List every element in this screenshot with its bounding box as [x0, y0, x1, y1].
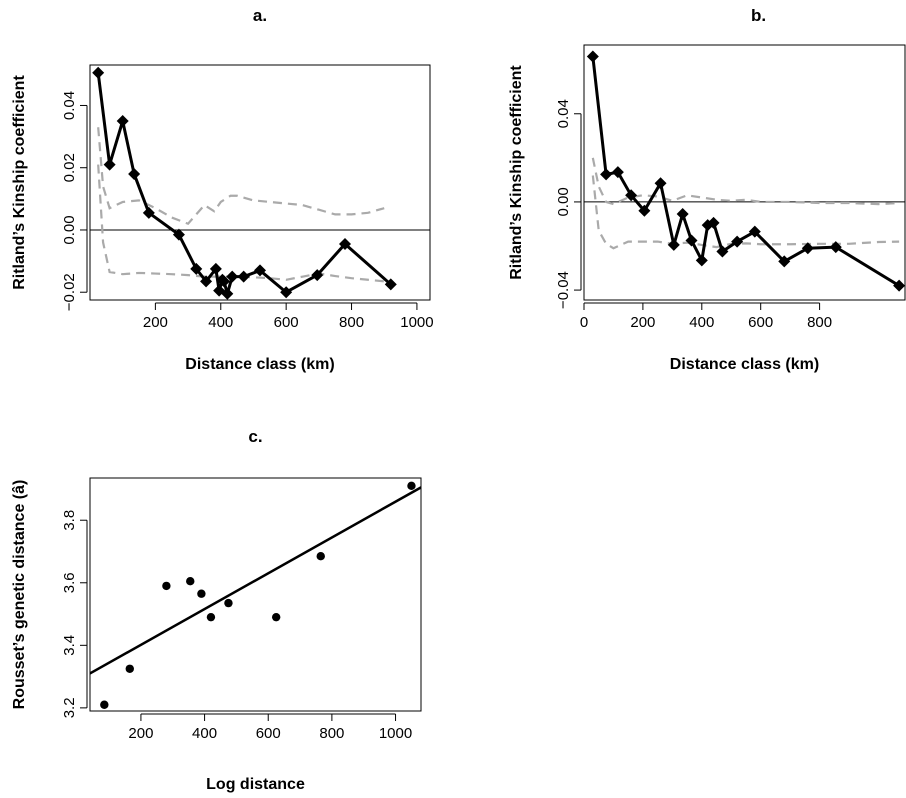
- x-tick-label: 1000: [379, 725, 412, 742]
- y-tick-label: −0.04: [555, 271, 572, 309]
- data-point-diamond: [280, 286, 293, 299]
- data-point-diamond: [586, 50, 599, 63]
- plot-frame: [89, 477, 422, 712]
- data-point: [186, 577, 195, 586]
- data-point: [197, 589, 206, 598]
- panel-title: a.: [253, 6, 267, 25]
- data-point-diamond: [190, 262, 203, 275]
- chart-panel-b: b. 0 200 400 600 800 −0.04 0.00 0.04 Distance cla…: [508, 6, 906, 373]
- data-point-diamond: [200, 275, 213, 288]
- y-tick-label: 3.4: [61, 635, 78, 656]
- x-tick-label: 200: [128, 725, 153, 742]
- y-tick-label: −0.02: [61, 273, 78, 311]
- panel-title: c.: [248, 427, 262, 446]
- data-point-diamond: [221, 287, 234, 300]
- x-tick-label: 400: [208, 314, 233, 331]
- data-point-diamond: [611, 166, 624, 179]
- data-point-diamond: [600, 168, 613, 181]
- data-point-diamond: [685, 234, 698, 247]
- data-point-diamond: [731, 235, 744, 248]
- x-tick-label: 400: [689, 314, 714, 331]
- data-point-diamond: [829, 241, 842, 254]
- x-tick-label: 200: [143, 314, 168, 331]
- y-axis-label: Rousset’s genetic distance (â): [11, 480, 28, 710]
- y-tick-label: 3.8: [61, 510, 78, 531]
- data-point-diamond: [311, 269, 324, 282]
- data-point: [271, 612, 281, 622]
- x-axis-label: Distance class (km): [185, 356, 334, 373]
- observed-kinship-line: [96, 72, 392, 296]
- x-tick-label: 400: [192, 725, 217, 742]
- x-tick-label: 0: [580, 314, 588, 331]
- data-point-diamond: [237, 270, 250, 283]
- plot-area: [90, 66, 430, 300]
- lower-envelope-line: [97, 164, 385, 283]
- x-axis-label: Log distance: [206, 776, 305, 793]
- x-tick-label: 800: [807, 314, 832, 331]
- data-point-diamond: [625, 189, 638, 202]
- data-point-diamond: [676, 208, 689, 221]
- x-tick-label: 800: [319, 725, 344, 742]
- data-point-diamond: [339, 237, 351, 250]
- observed-kinship-line: [591, 56, 900, 287]
- data-point-diamond: [128, 167, 141, 180]
- data-point-diamond: [384, 278, 397, 291]
- x-tick-label: 1000: [400, 314, 433, 331]
- plot-frame: [583, 44, 906, 301]
- data-point-diamond: [707, 216, 720, 229]
- data-point-diamond: [92, 66, 105, 79]
- upper-envelope-line: [591, 157, 900, 206]
- y-tick-label: 0.00: [555, 187, 572, 216]
- x-tick-label: 600: [256, 725, 281, 742]
- data-point-diamond: [142, 206, 155, 219]
- y-tick-label: 3.6: [61, 572, 78, 593]
- data-point-diamond: [116, 115, 129, 128]
- y-axis-label: Ritland’s Kinship coefficient: [11, 75, 28, 290]
- data-point-diamond: [893, 279, 905, 292]
- chart-panel-c: c. 200 400 600 800 1000 3.2 3.4 3.6 3.8 Log distan…: [11, 427, 422, 793]
- y-tick-label: 0.04: [555, 99, 572, 128]
- panel-title: b.: [751, 6, 766, 25]
- data-point: [206, 612, 216, 622]
- data-point: [162, 581, 171, 591]
- data-point-diamond: [716, 245, 729, 258]
- data-point: [316, 551, 325, 561]
- data-point-diamond: [638, 204, 651, 217]
- data-point: [100, 700, 109, 709]
- y-tick-label: 0.02: [61, 153, 78, 182]
- regression-line: [90, 486, 421, 675]
- data-point-diamond: [654, 177, 667, 190]
- data-point-diamond: [748, 225, 761, 238]
- data-point-diamond: [103, 158, 116, 171]
- plot-area: [90, 481, 421, 709]
- y-tick-label: 3.2: [61, 697, 78, 718]
- data-point-diamond: [218, 275, 231, 288]
- data-point-diamond: [172, 228, 185, 241]
- plot-frame: [89, 64, 431, 301]
- data-point: [224, 598, 233, 608]
- x-tick-label: 200: [630, 314, 655, 331]
- x-tick-label: 600: [274, 314, 299, 331]
- x-tick-label: 800: [339, 314, 364, 331]
- data-point: [407, 481, 416, 491]
- data-point-diamond: [695, 254, 708, 267]
- x-tick-label: 600: [748, 314, 773, 331]
- x-axis-label: Distance class (km): [670, 356, 819, 373]
- y-tick-label: 0.00: [61, 215, 78, 244]
- lower-envelope-line: [591, 175, 900, 250]
- chart-panel-a: a. 200 400 600 800 1000 −0.02 0.00 0.02 0.04 Dista…: [11, 6, 434, 373]
- y-axis-label: Ritland’s Kinship coefficient: [508, 65, 525, 280]
- upper-envelope-line: [97, 127, 385, 226]
- data-point: [125, 664, 134, 673]
- data-point-diamond: [209, 262, 222, 275]
- data-point-diamond: [226, 270, 239, 283]
- y-tick-label: 0.04: [61, 91, 78, 120]
- data-point-diamond: [667, 238, 680, 251]
- data-point-diamond: [254, 264, 266, 277]
- plot-area: [584, 50, 905, 292]
- data-point-diamond: [778, 255, 791, 268]
- data-point-diamond: [801, 242, 814, 255]
